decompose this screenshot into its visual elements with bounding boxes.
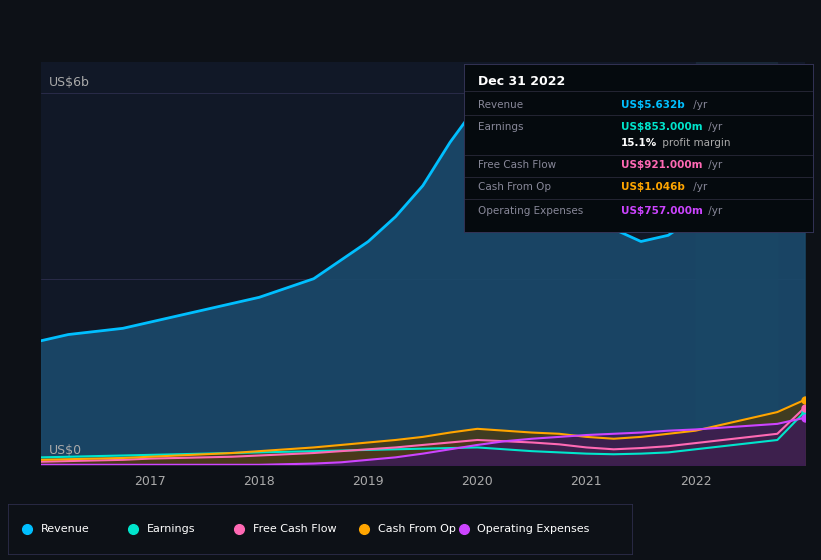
Text: US$5.632b: US$5.632b: [621, 100, 685, 110]
Text: /yr: /yr: [690, 100, 707, 110]
Text: US$757.000m: US$757.000m: [621, 206, 703, 216]
Text: Revenue: Revenue: [478, 100, 523, 110]
Text: /yr: /yr: [705, 160, 722, 170]
Text: Earnings: Earnings: [478, 122, 523, 132]
Text: Earnings: Earnings: [147, 524, 195, 534]
Text: US$921.000m: US$921.000m: [621, 160, 703, 170]
Text: Revenue: Revenue: [41, 524, 89, 534]
Text: Cash From Op: Cash From Op: [478, 182, 551, 192]
Text: Free Cash Flow: Free Cash Flow: [478, 160, 556, 170]
Text: US$1.046b: US$1.046b: [621, 182, 685, 192]
Text: US$853.000m: US$853.000m: [621, 122, 703, 132]
Text: US$6b: US$6b: [48, 76, 89, 88]
Text: Cash From Op: Cash From Op: [378, 524, 456, 534]
Text: Operating Expenses: Operating Expenses: [478, 206, 583, 216]
Text: Free Cash Flow: Free Cash Flow: [253, 524, 337, 534]
Text: profit margin: profit margin: [659, 138, 731, 148]
Text: /yr: /yr: [690, 182, 707, 192]
Text: /yr: /yr: [705, 206, 722, 216]
Text: US$0: US$0: [48, 444, 82, 457]
Text: Dec 31 2022: Dec 31 2022: [478, 74, 565, 88]
Bar: [695, 62, 777, 465]
Text: /yr: /yr: [705, 122, 722, 132]
Text: 15.1%: 15.1%: [621, 138, 657, 148]
Text: Operating Expenses: Operating Expenses: [478, 524, 589, 534]
